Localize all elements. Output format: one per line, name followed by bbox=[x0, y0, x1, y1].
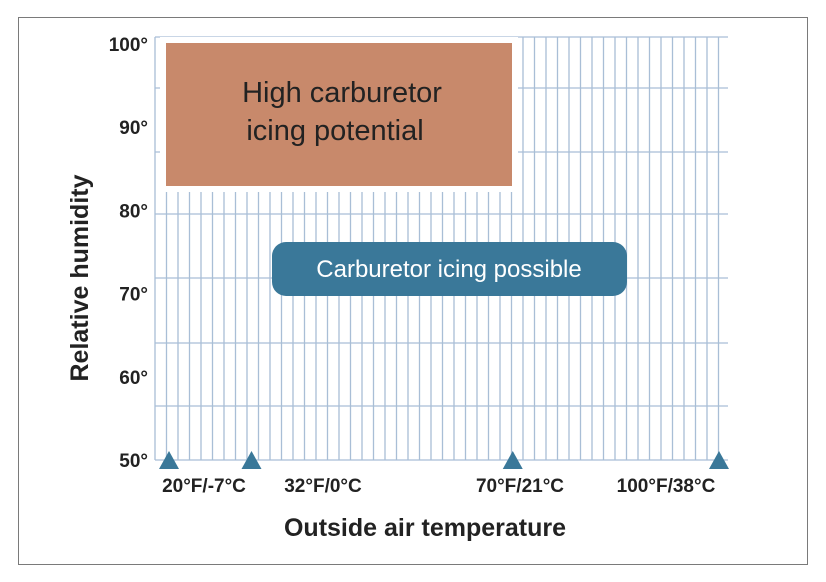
x-tick-marker bbox=[159, 451, 179, 469]
y-tick-label: 90° bbox=[119, 118, 148, 139]
x-tick-labels: 20°F/-7°C 32°F/0°C 70°F/21°C 100°F/38°C bbox=[162, 476, 716, 497]
high-icing-zone bbox=[166, 43, 512, 186]
y-tick-labels: 100° 90° 80° 70° 60° 50° bbox=[109, 35, 148, 472]
x-tick-marker bbox=[241, 451, 262, 469]
y-tick-label: 50° bbox=[119, 451, 148, 472]
x-tick-marker bbox=[709, 451, 729, 469]
icing-possible-label: Carburetor icing possible bbox=[316, 256, 581, 283]
high-icing-zone-label-line1: High carburetor bbox=[242, 77, 442, 109]
y-tick-label: 80° bbox=[119, 201, 148, 222]
x-tick-label: 100°F/38°C bbox=[617, 476, 716, 497]
x-tick-label: 32°F/0°C bbox=[284, 476, 362, 497]
x-axis-title: Outside air temperature bbox=[284, 514, 566, 542]
x-tick-markers bbox=[159, 451, 729, 469]
x-tick-label: 70°F/21°C bbox=[476, 476, 564, 497]
y-axis-title: Relative humidity bbox=[66, 174, 94, 381]
high-icing-zone-label-line2: icing potential bbox=[246, 115, 423, 147]
x-tick-marker bbox=[502, 451, 523, 469]
y-tick-label: 70° bbox=[119, 285, 148, 306]
x-tick-label: 20°F/-7°C bbox=[162, 476, 246, 497]
icing-possible-pill bbox=[272, 242, 627, 296]
y-tick-label: 60° bbox=[119, 368, 148, 389]
y-tick-label: 100° bbox=[109, 35, 148, 56]
